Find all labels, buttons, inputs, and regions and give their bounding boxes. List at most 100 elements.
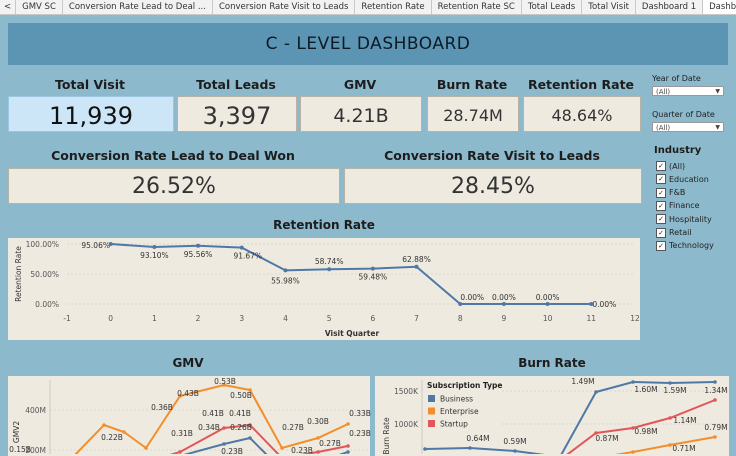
data-label: 95.56% bbox=[184, 250, 213, 259]
data-point bbox=[545, 302, 550, 306]
data-label: 0.43B bbox=[177, 389, 199, 398]
data-label: 0.41B bbox=[202, 409, 224, 418]
data-point bbox=[631, 450, 635, 454]
legend-title: Subscription Type bbox=[427, 381, 503, 390]
industry-option-label: Technology bbox=[669, 241, 714, 251]
kpi-value-burn-rate: 28.74M bbox=[427, 96, 519, 132]
year-filter-dropdown[interactable]: (All) ▼ bbox=[652, 86, 724, 96]
data-label: 1.59M bbox=[663, 386, 686, 395]
conversion-lead-deal-value: 26.52% bbox=[8, 168, 340, 204]
checkbox-checked-icon[interactable]: ✓ bbox=[656, 200, 666, 211]
data-label: 62.88% bbox=[402, 255, 431, 264]
data-point bbox=[589, 302, 594, 306]
industry-option[interactable]: ✓ Education bbox=[656, 174, 709, 185]
industry-option[interactable]: ✓ Retail bbox=[656, 227, 692, 238]
data-label: 0.98M bbox=[634, 427, 657, 436]
data-label: 0.00% bbox=[492, 293, 516, 302]
y-axis-title: GMV2 bbox=[12, 421, 21, 443]
kpi-title-total-visit: Total Visit bbox=[55, 77, 125, 92]
data-label: 0.31B bbox=[171, 429, 193, 438]
y-tick-label: 400M bbox=[25, 406, 46, 415]
data-point bbox=[316, 450, 320, 454]
industry-option-label: Education bbox=[669, 174, 709, 184]
quarter-filter-dropdown[interactable]: (All) ▼ bbox=[652, 122, 724, 132]
tab-total-leads[interactable]: Total Leads bbox=[522, 0, 583, 14]
data-label: 58.74% bbox=[315, 257, 344, 266]
data-point bbox=[222, 383, 226, 387]
checkbox-checked-icon[interactable]: ✓ bbox=[656, 214, 666, 225]
x-tick-label: 6 bbox=[370, 314, 375, 323]
data-point bbox=[122, 430, 126, 434]
gmv-chart-panel bbox=[8, 376, 370, 456]
data-label: 0.87M bbox=[595, 434, 618, 443]
tab-conversion-visit-leads[interactable]: Conversion Rate Visit to Leads bbox=[213, 0, 356, 14]
data-label: 0.27B bbox=[282, 423, 304, 432]
y-axis-title: Burn Rate bbox=[382, 417, 391, 454]
data-point bbox=[239, 245, 244, 250]
checkbox-checked-icon[interactable]: ✓ bbox=[656, 187, 666, 198]
data-point bbox=[316, 436, 320, 440]
burn-series-line bbox=[614, 436, 716, 454]
y-tick-label: 1000K bbox=[394, 420, 419, 429]
data-label: 0.64M bbox=[466, 434, 489, 443]
data-label: 95.06% bbox=[81, 241, 110, 250]
data-label: 0.00% bbox=[592, 300, 616, 309]
year-filter-label: Year of Date bbox=[652, 74, 701, 83]
data-label: 0.79M bbox=[704, 423, 727, 432]
burn-series-line bbox=[566, 399, 716, 454]
checkbox-checked-icon[interactable]: ✓ bbox=[656, 227, 666, 238]
data-label: 59.48% bbox=[359, 273, 388, 282]
legend-swatch bbox=[428, 420, 435, 427]
kpi-value-gmv: 4.21B bbox=[300, 96, 422, 132]
data-point bbox=[668, 443, 672, 447]
y-tick-label: 1500K bbox=[394, 387, 419, 396]
data-point bbox=[248, 423, 252, 427]
tab-gmv-sc[interactable]: GMV SC bbox=[16, 0, 63, 14]
data-label: 1.34M bbox=[704, 386, 727, 395]
industry-option[interactable]: ✓ Finance bbox=[656, 200, 700, 211]
data-label: 0.50B bbox=[230, 391, 252, 400]
data-label: 0.00% bbox=[460, 293, 484, 302]
checkbox-checked-icon[interactable]: ✓ bbox=[656, 240, 666, 251]
checkbox-checked-icon[interactable]: ✓ bbox=[656, 161, 666, 171]
data-point bbox=[178, 394, 182, 398]
kpi-title-burn-rate: Burn Rate bbox=[436, 77, 508, 92]
industry-option[interactable]: ✓ Hospitality bbox=[656, 214, 712, 225]
x-tick-label: 12 bbox=[630, 314, 640, 323]
tab-scroll-left-icon[interactable]: < bbox=[0, 0, 17, 14]
data-point bbox=[513, 449, 517, 453]
data-point bbox=[370, 266, 375, 271]
tab-retention-rate-sc[interactable]: Retention Rate SC bbox=[432, 0, 522, 14]
y-axis-title: Retention Rate bbox=[14, 246, 23, 302]
x-tick-label: 1 bbox=[152, 314, 157, 323]
kpi-title-gmv: GMV bbox=[343, 77, 377, 92]
legend-label: Enterprise bbox=[440, 407, 479, 416]
tab-total-visit[interactable]: Total Visit bbox=[582, 0, 636, 14]
data-point bbox=[594, 431, 598, 435]
tab-retention-rate[interactable]: Retention Rate bbox=[355, 0, 432, 14]
data-point bbox=[144, 446, 148, 450]
x-tick-label: 2 bbox=[196, 314, 201, 323]
tab-dashboard-1-2[interactable]: Dashboard 1 (2) bbox=[703, 0, 736, 14]
tab-dashboard-1[interactable]: Dashboard 1 bbox=[636, 0, 704, 14]
data-point bbox=[501, 302, 506, 306]
data-point bbox=[102, 423, 106, 427]
legend-swatch bbox=[428, 395, 435, 402]
data-label: 0.26B bbox=[230, 423, 252, 432]
industry-option[interactable]: ✓ (All) bbox=[656, 161, 685, 171]
tab-conversion-lead-deal[interactable]: Conversion Rate Lead to Deal ... bbox=[63, 0, 213, 14]
retention-chart-panel bbox=[8, 238, 640, 340]
burn-rate-chart-title: Burn Rate bbox=[518, 356, 586, 370]
industry-option[interactable]: ✓ F&B bbox=[656, 187, 685, 198]
data-label: 0.00% bbox=[536, 293, 560, 302]
data-point bbox=[283, 268, 288, 273]
industry-option[interactable]: ✓ Technology bbox=[656, 240, 714, 251]
industry-option-label: Finance bbox=[669, 201, 700, 211]
data-point bbox=[458, 302, 463, 306]
data-point bbox=[631, 380, 635, 384]
data-label: 0.41B bbox=[229, 409, 251, 418]
data-point bbox=[668, 416, 672, 420]
checkbox-checked-icon[interactable]: ✓ bbox=[656, 174, 666, 185]
data-label: 0.23B bbox=[349, 429, 371, 438]
